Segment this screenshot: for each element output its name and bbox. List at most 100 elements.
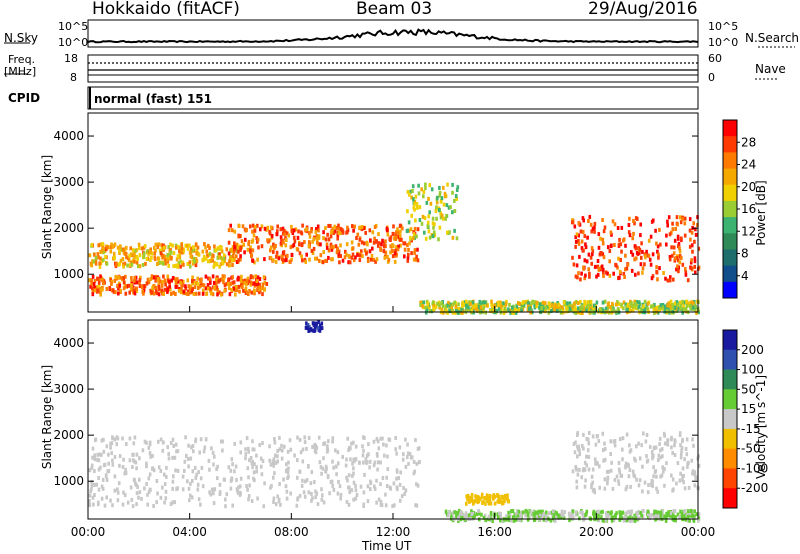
velocity-echo-cell: [682, 510, 686, 515]
power-echo-cell: [586, 300, 590, 305]
power-echo-cell: [114, 274, 117, 279]
velocity-echo-cell: [362, 435, 365, 440]
velocity-echo-cell: [459, 510, 463, 514]
power-echo-cell: [405, 229, 409, 234]
power-echo-cell: [360, 240, 364, 245]
power-echo-cell: [418, 205, 422, 210]
power-echo-cell: [157, 276, 160, 281]
power-echo-cell: [542, 303, 546, 308]
power-echo-cell: [304, 259, 307, 264]
power-echo-cell: [392, 224, 395, 229]
velocity-echo-cell: [335, 472, 338, 477]
power-echo-cell: [156, 262, 159, 266]
power-echo-cell: [189, 284, 193, 289]
velocity-echo-cell: [642, 509, 645, 513]
velocity-echo-cell: [625, 484, 629, 489]
velocity-echo-cell: [379, 482, 382, 487]
power-echo-cell: [611, 308, 614, 313]
power-echo-cell: [162, 247, 165, 252]
power-echo-cell: [419, 303, 422, 307]
velocity-echo-cell: [681, 437, 684, 442]
velocity-echo-cell: [499, 515, 503, 520]
velocity-echo-cell: [157, 439, 160, 444]
power-echo-cell: [583, 234, 587, 239]
velocity-echo-cell: [498, 511, 501, 516]
velocity-echo-cell: [341, 454, 344, 459]
power-echo-cell: [221, 274, 225, 279]
velocity-echo-cell: [532, 510, 536, 515]
power-echo-cell: [387, 257, 391, 262]
power-echo-cell: [602, 255, 606, 260]
power-echo-cell: [269, 225, 273, 230]
noise-panel: [4, 19, 795, 48]
power-echo-cell: [310, 227, 313, 231]
velocity-echo-cell: [593, 457, 597, 462]
power-echo-cell: [502, 308, 505, 313]
power-echo-cell: [427, 229, 431, 234]
power-echo-cell: [352, 258, 356, 263]
power-echo-cell: [515, 307, 518, 312]
velocity-echo-cell: [581, 510, 584, 515]
power-echo-cell: [105, 261, 109, 266]
velocity-echo-cell: [305, 478, 309, 483]
velocity-echo-cell: [92, 502, 95, 507]
velocity-echo-cell: [688, 513, 692, 518]
power-echo-cell: [339, 227, 343, 232]
power-echo-cell: [662, 271, 665, 275]
power-echo-cell: [655, 265, 658, 270]
velocity-echo-cell: [247, 497, 250, 502]
velocity-echo-cell: [622, 516, 626, 521]
power-echo-cell: [671, 253, 674, 258]
power-echo-cell: [186, 246, 190, 251]
power-echo-cell: [195, 248, 198, 253]
velocity-echo-cell: [110, 441, 114, 446]
power-echo-cell: [602, 267, 605, 272]
velocity-echo-cell: [348, 490, 351, 495]
power-echo-cell: [403, 254, 406, 259]
power-echo-cell: [500, 304, 503, 309]
power-echo-cell: [160, 283, 164, 288]
velocity-echo-cell: [609, 511, 613, 516]
power-echo-cell: [535, 304, 538, 309]
x-tick-label: 20:00: [579, 525, 614, 539]
velocity-echo-cell: [173, 500, 176, 505]
velocity-echo-cell: [643, 480, 647, 485]
velocity-echo-cell: [472, 514, 475, 519]
velocity-echo-cell: [107, 469, 111, 473]
velocity-echo-cell: [208, 467, 211, 472]
velocity-echo-cell: [300, 483, 304, 488]
power-echo-cell: [391, 231, 395, 236]
power-echo-cell: [394, 253, 398, 258]
velocity-echo-cell: [251, 460, 254, 464]
power-echo-cell: [689, 300, 693, 305]
power-echo-cell: [412, 232, 416, 237]
power-echo-cell: [332, 230, 336, 235]
velocity-echo-cell: [165, 465, 168, 470]
velocity-echo-cell: [147, 445, 151, 450]
power-echo-cell: [253, 281, 256, 286]
power-echo-cell: [579, 229, 583, 234]
power-echo-cell: [235, 246, 239, 251]
velocity-echo-cell: [666, 438, 670, 443]
power-echo-cell: [639, 262, 643, 267]
velocity-echo-cell: [244, 447, 247, 452]
velocity-echo-cell: [328, 491, 331, 496]
velocity-echo-cell: [331, 436, 335, 441]
power-echo-cell: [119, 258, 123, 263]
power-echo-cell: [584, 242, 587, 247]
velocity-echo-cell: [201, 484, 205, 489]
velocity-echo-cell: [606, 475, 610, 480]
velocity-echo-cell: [318, 460, 322, 465]
power-echo-cell: [683, 216, 687, 221]
power-echo-cell: [692, 301, 695, 306]
velocity-echo-cell: [588, 431, 591, 435]
power-echo-cell: [391, 254, 395, 259]
power-echo-cell: [142, 254, 146, 259]
power-echo-cell: [299, 230, 303, 235]
freq-label: Freq.: [8, 53, 36, 66]
velocity-echo-cell: [105, 444, 109, 449]
power-echo-cell: [649, 234, 653, 239]
velocity-echo-cell: [107, 452, 110, 457]
velocity-echo-cell: [691, 437, 694, 442]
power-echo-cell: [284, 243, 288, 248]
